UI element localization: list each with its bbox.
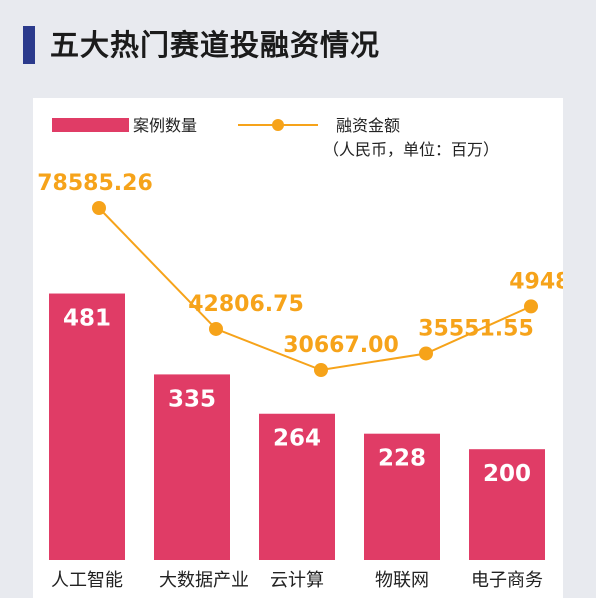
bar-value-label: 335 (168, 386, 216, 412)
legend-line-label: 融资金额 (336, 116, 400, 135)
combo-chart: 案例数量 融资金额 （人民币，单位：百万） 481 335 264 228 200 7858… (37, 116, 563, 591)
legend-unit-note: （人民币，单位：百万） (323, 140, 499, 159)
bar (49, 293, 125, 560)
line-value-label: 30667.00 (283, 333, 399, 358)
title-accent-bar (23, 26, 35, 64)
legend-bar-label: 案例数量 (133, 116, 197, 135)
line-point (92, 201, 106, 215)
bar (259, 413, 335, 560)
category-label: 大数据产业 (159, 570, 249, 591)
bar (469, 449, 545, 560)
bar (154, 374, 230, 560)
legend-bar-swatch (52, 118, 129, 132)
line-value-label: 49483.95 (509, 269, 563, 294)
line-layer: 78585.26 42806.75 30667.00 35551.55 49483.95 (37, 171, 563, 377)
bars-layer: 481 335 264 228 200 (49, 293, 545, 560)
bar-value-label: 200 (483, 461, 531, 487)
category-label: 电子商务 (471, 570, 543, 591)
category-label: 云计算 (270, 570, 324, 591)
category-labels: 人工智能 大数据产业 云计算 物联网 电子商务 (51, 570, 543, 591)
category-label: 人工智能 (51, 570, 123, 591)
line-point (419, 346, 433, 361)
chart-panel: 案例数量 融资金额 （人民币，单位：百万） 481 335 264 228 200 7858… (33, 98, 563, 598)
line-value-label: 35551.55 (418, 316, 534, 341)
legend-line-marker (272, 119, 284, 131)
line-point (524, 299, 538, 314)
page-title: 五大热门赛道投融资情况 (50, 28, 381, 62)
line-value-label: 42806.75 (188, 292, 304, 317)
legend: 案例数量 融资金额 （人民币，单位：百万） (52, 116, 499, 159)
bar (364, 433, 440, 560)
bar-value-label: 481 (63, 306, 111, 332)
line-value-label: 78585.26 (37, 171, 153, 196)
line-point (314, 363, 328, 377)
category-label: 物联网 (375, 570, 429, 591)
bar-value-label: 264 (273, 426, 321, 452)
bar-value-label: 228 (378, 446, 426, 472)
line-point (209, 321, 223, 336)
